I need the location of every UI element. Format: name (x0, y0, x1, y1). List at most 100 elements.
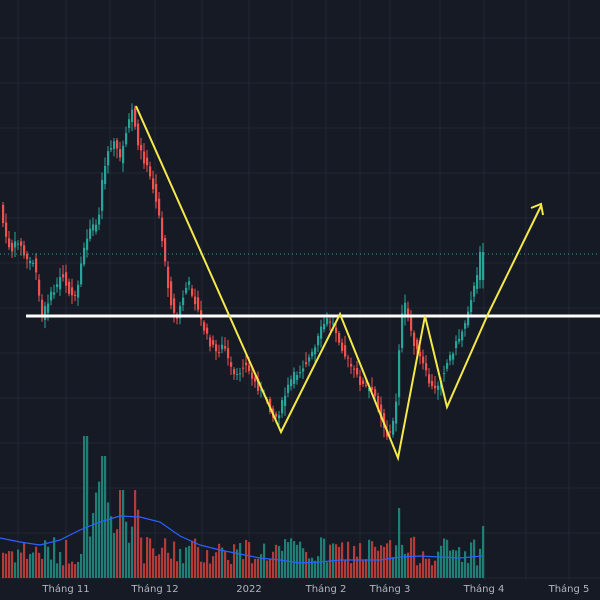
candle[interactable] (473, 282, 476, 303)
candle[interactable] (98, 207, 101, 231)
candle[interactable] (185, 282, 188, 296)
candle[interactable] (116, 138, 119, 159)
candle[interactable] (86, 229, 89, 258)
candle[interactable] (212, 335, 215, 348)
candle[interactable] (152, 170, 155, 194)
candle[interactable] (65, 264, 68, 293)
candle[interactable] (50, 287, 53, 306)
candle[interactable] (158, 192, 161, 219)
candle[interactable] (359, 369, 362, 392)
candle[interactable] (224, 337, 227, 352)
candle[interactable] (161, 211, 164, 248)
candle[interactable] (155, 174, 158, 209)
candle[interactable] (323, 316, 326, 333)
candle[interactable] (170, 276, 173, 310)
candle[interactable] (95, 219, 98, 235)
candle[interactable] (179, 301, 182, 325)
candle[interactable] (68, 278, 71, 297)
candle[interactable] (284, 387, 287, 416)
candle[interactable] (395, 393, 398, 432)
candle[interactable] (320, 319, 323, 348)
candle[interactable] (338, 330, 341, 346)
candle[interactable] (206, 323, 209, 340)
candle[interactable] (449, 351, 452, 366)
candle[interactable] (17, 240, 20, 250)
candle[interactable] (260, 381, 263, 398)
candle[interactable] (413, 330, 416, 355)
candle[interactable] (101, 172, 104, 220)
candle[interactable] (32, 259, 35, 267)
candle[interactable] (296, 371, 299, 385)
candle[interactable] (431, 374, 434, 390)
candle[interactable] (113, 138, 116, 157)
candle[interactable] (5, 213, 8, 244)
candle[interactable] (455, 335, 458, 356)
candle[interactable] (215, 339, 218, 360)
candle[interactable] (464, 320, 467, 337)
candle[interactable] (56, 277, 59, 293)
candle[interactable] (314, 344, 317, 362)
candle[interactable] (422, 349, 425, 370)
candle[interactable] (74, 290, 77, 302)
candle[interactable] (134, 105, 137, 130)
candle[interactable] (251, 367, 254, 386)
candle[interactable] (290, 375, 293, 391)
candle[interactable] (407, 301, 410, 322)
candle[interactable] (278, 410, 281, 428)
candle[interactable] (299, 365, 302, 378)
candle[interactable] (317, 333, 320, 352)
candle[interactable] (71, 278, 74, 305)
candle[interactable] (404, 294, 407, 326)
candle[interactable] (35, 253, 38, 280)
candle[interactable] (236, 368, 239, 381)
candle[interactable] (257, 371, 260, 395)
candle[interactable] (125, 126, 128, 148)
candle[interactable] (38, 274, 41, 302)
candle[interactable] (80, 256, 83, 288)
candle[interactable] (110, 140, 113, 152)
candle[interactable] (425, 355, 428, 377)
candle[interactable] (401, 304, 404, 353)
candle[interactable] (389, 424, 392, 438)
candle[interactable] (254, 374, 257, 388)
candle[interactable] (458, 329, 461, 345)
candle[interactable] (371, 377, 374, 393)
candle[interactable] (209, 334, 212, 352)
candle[interactable] (122, 140, 125, 172)
candle[interactable] (287, 377, 290, 398)
candle[interactable] (392, 417, 395, 438)
candle[interactable] (92, 217, 95, 236)
candle[interactable] (137, 119, 140, 151)
candle[interactable] (242, 359, 245, 378)
candle[interactable] (218, 344, 221, 358)
candle[interactable] (329, 317, 332, 331)
candle[interactable] (182, 290, 185, 311)
candle[interactable] (479, 246, 482, 289)
candle[interactable] (434, 376, 437, 394)
candle[interactable] (119, 141, 122, 162)
candle[interactable] (164, 234, 167, 267)
candle[interactable] (461, 329, 464, 348)
candle[interactable] (131, 103, 134, 132)
candle[interactable] (362, 377, 365, 387)
candle[interactable] (347, 354, 350, 368)
candle[interactable] (20, 238, 23, 256)
candle[interactable] (59, 268, 62, 296)
candle[interactable] (350, 357, 353, 374)
candle[interactable] (203, 320, 206, 335)
candle[interactable] (191, 285, 194, 298)
candle[interactable] (227, 339, 230, 366)
candle[interactable] (341, 338, 344, 354)
candle[interactable] (398, 344, 401, 406)
candle[interactable] (107, 146, 110, 174)
candle[interactable] (167, 261, 170, 297)
candle[interactable] (143, 143, 146, 169)
candle[interactable] (11, 239, 14, 258)
candle[interactable] (446, 359, 449, 372)
candle[interactable] (62, 265, 65, 282)
candle[interactable] (353, 365, 356, 378)
candle[interactable] (482, 242, 485, 289)
candle[interactable] (410, 310, 413, 337)
candle[interactable] (305, 352, 308, 368)
